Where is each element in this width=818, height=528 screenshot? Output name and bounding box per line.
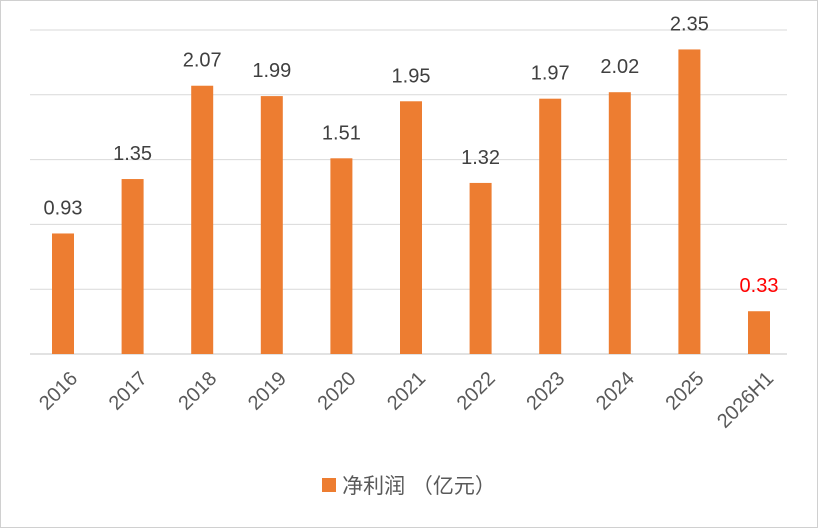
legend-label: 净利润 （亿元） xyxy=(342,474,496,498)
x-tick-2018: 2018 xyxy=(174,368,221,415)
data-label-2017: 1.35 xyxy=(113,143,152,165)
bar-2016 xyxy=(52,233,74,354)
legend-swatch xyxy=(322,478,337,492)
x-tick-2016: 2016 xyxy=(35,368,82,415)
x-tick-2021: 2021 xyxy=(383,368,430,415)
x-tick-2022: 2022 xyxy=(453,368,500,415)
x-tick-2026H1: 2026H1 xyxy=(713,368,778,433)
data-label-2024: 2.02 xyxy=(600,56,639,78)
data-label-2021: 1.95 xyxy=(392,65,431,87)
data-label-2020: 1.51 xyxy=(322,122,361,144)
data-label-2022: 1.32 xyxy=(461,147,500,169)
bar-2022 xyxy=(469,182,492,354)
bar-2017 xyxy=(121,179,144,354)
x-tick-2023: 2023 xyxy=(522,368,569,415)
bar-2024 xyxy=(608,92,631,354)
bars xyxy=(52,49,770,354)
data-label-2025: 2.35 xyxy=(670,13,709,35)
legend: 净利润 （亿元） xyxy=(0,470,818,500)
x-tick-2019: 2019 xyxy=(244,368,291,415)
bar-2019 xyxy=(260,96,283,354)
x-tick-2024: 2024 xyxy=(592,368,639,415)
bar-2021 xyxy=(400,101,422,354)
bar-2025 xyxy=(678,49,701,354)
bar-2020 xyxy=(330,158,353,354)
data-labels: 0.93 1.35 2.07 1.99 1.51 1.95 1.32 1.97 2.02 2.35… xyxy=(44,13,779,297)
bar-2026H1 xyxy=(748,311,770,354)
x-tick-2017: 2017 xyxy=(105,368,152,415)
data-label-2016: 0.93 xyxy=(44,197,83,219)
data-label-2019: 1.99 xyxy=(252,60,291,82)
bar-2018 xyxy=(191,85,214,354)
gridlines xyxy=(30,29,787,355)
data-label-2026H1: 0.33 xyxy=(740,275,779,297)
x-tick-2025: 2025 xyxy=(662,368,709,415)
x-tick-labels: 2016 2017 2018 2019 2020 2021 2022 2023 2024 2025… xyxy=(35,368,778,433)
data-label-2018: 2.07 xyxy=(183,50,222,72)
bar-2023 xyxy=(539,98,562,354)
x-tick-2020: 2020 xyxy=(314,368,361,415)
data-label-2023: 1.97 xyxy=(531,63,570,85)
